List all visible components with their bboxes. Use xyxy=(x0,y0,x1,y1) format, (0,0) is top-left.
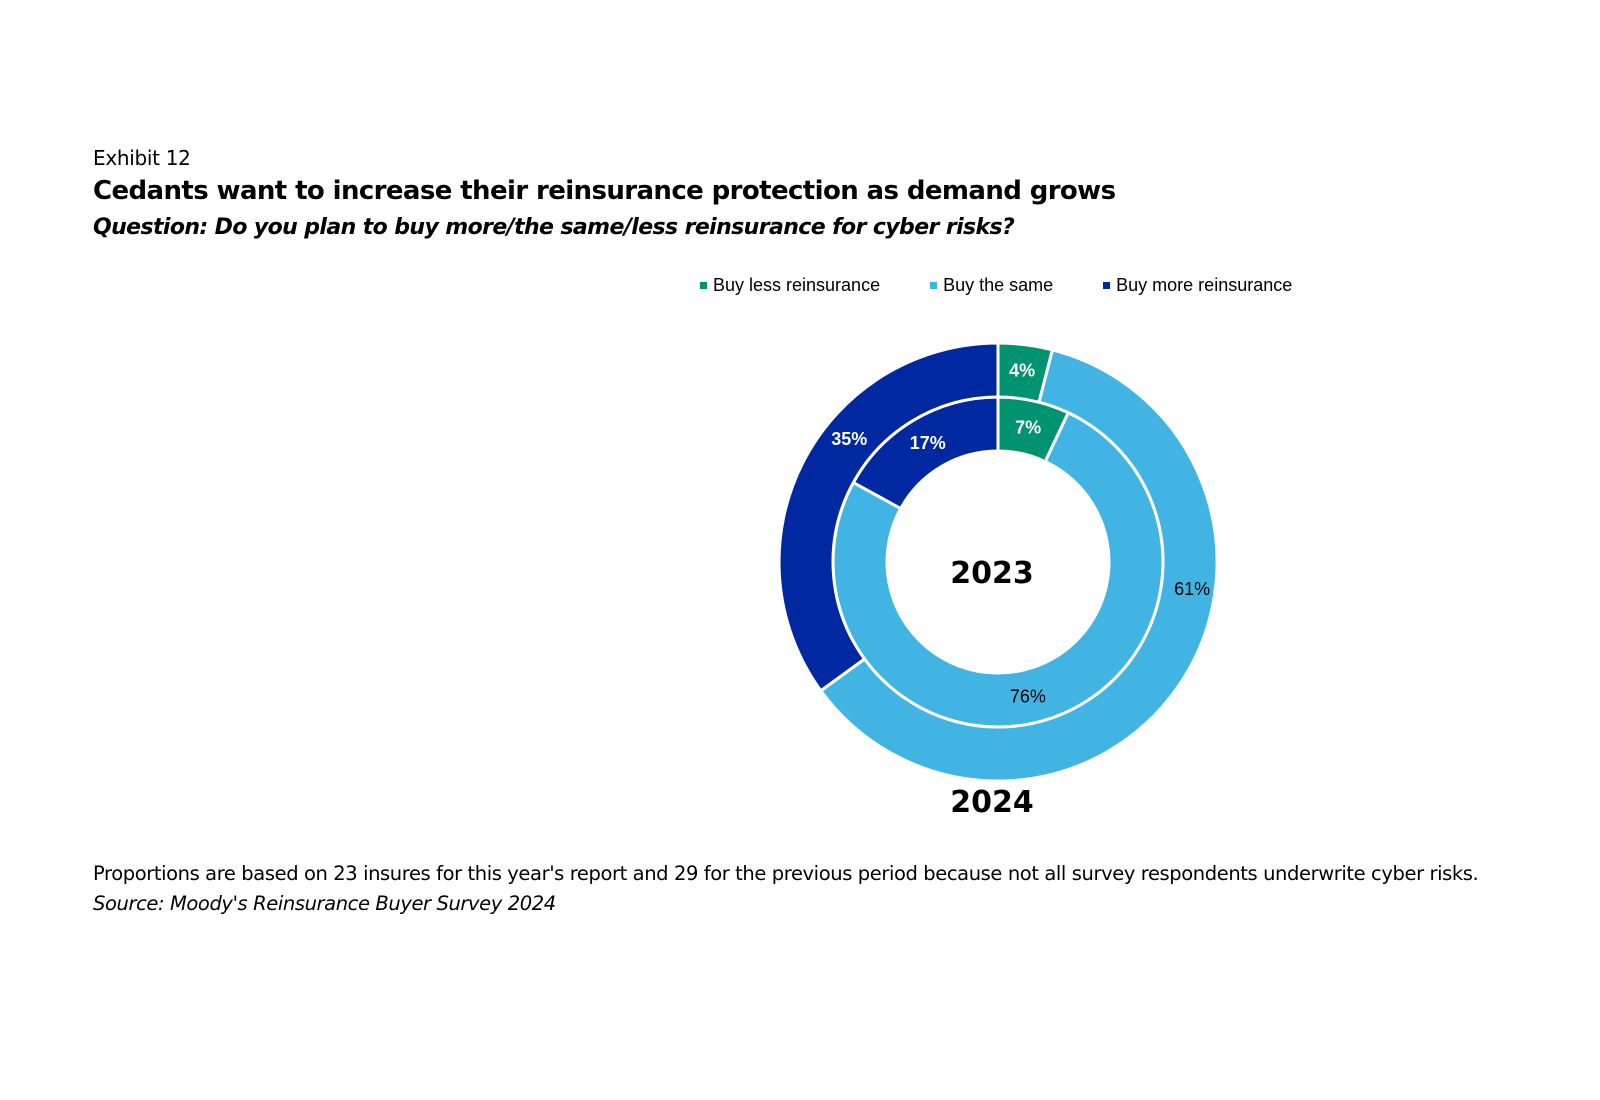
slice-label-2023-buy-the-same: 76% xyxy=(1010,687,1046,707)
inner-ring-year-label: 2023 xyxy=(950,556,1034,591)
slice-label-2024-buy-more-reinsurance: 35% xyxy=(831,429,867,449)
donut-slice-labels: 7% 76% 17% 4% 61% 35% xyxy=(831,361,1210,707)
legend-item-buy-same: Buy the same xyxy=(930,275,1053,296)
chart-title: Cedants want to increase their reinsuran… xyxy=(93,176,1116,206)
legend: Buy less reinsurance Buy the same Buy mo… xyxy=(700,275,1342,296)
donut-slices xyxy=(777,341,1219,783)
legend-label-buy-same: Buy the same xyxy=(943,275,1054,295)
slice-2024-buy-more-reinsurance xyxy=(777,341,1000,693)
legend-swatch-buy-less xyxy=(700,282,707,289)
legend-label-buy-less: Buy less reinsurance xyxy=(713,275,881,295)
slice-label-2024-buy-the-same: 61% xyxy=(1174,579,1210,599)
source-note: Source: Moody's Reinsurance Buyer Survey… xyxy=(93,892,556,915)
legend-item-buy-less: Buy less reinsurance xyxy=(700,275,880,296)
slice-2024-buy-the-same xyxy=(818,348,1219,783)
slice-label-2024-buy-less-reinsurance: 4% xyxy=(1009,361,1035,381)
slice-label-2023-buy-more-reinsurance: 17% xyxy=(910,433,946,453)
exhibit-number: Exhibit 12 xyxy=(93,146,191,170)
slice-label-2023-buy-less-reinsurance: 7% xyxy=(1015,417,1041,437)
footnote: Proportions are based on 23 insures for … xyxy=(93,862,1479,885)
legend-swatch-buy-more xyxy=(1103,282,1111,289)
legend-swatch-buy-same xyxy=(930,282,938,289)
chart-subtitle: Question: Do you plan to buy more/the sa… xyxy=(93,215,1015,240)
outer-ring-year-label: 2024 xyxy=(950,785,1034,820)
legend-item-buy-more: Buy more reinsurance xyxy=(1103,275,1292,296)
legend-label-buy-more: Buy more reinsurance xyxy=(1116,275,1293,295)
